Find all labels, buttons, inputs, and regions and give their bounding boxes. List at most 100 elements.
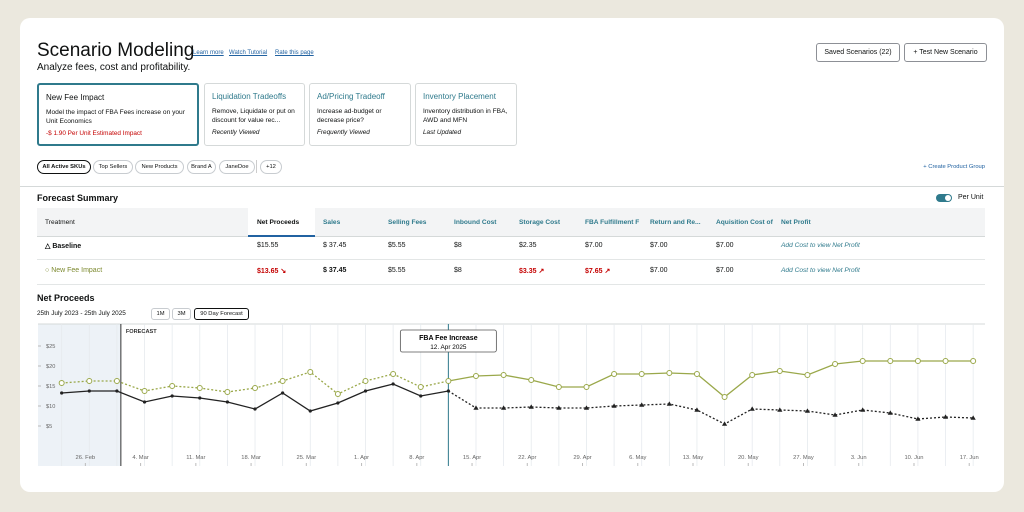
chip[interactable]: New Products xyxy=(135,160,184,174)
point-marker xyxy=(942,414,949,419)
scenario-card[interactable]: New Fee Impact Model the impact of FBA F… xyxy=(37,83,199,146)
range-button[interactable]: 90 Day Forecast xyxy=(194,308,249,320)
create-group-link[interactable]: + Create Product Group xyxy=(923,164,985,170)
forecast-label: FORECAST xyxy=(126,329,157,335)
x-tick-label: 1. Apr xyxy=(354,455,369,461)
card-description: Remove, Liquidate or put on discount for… xyxy=(212,108,295,124)
chip[interactable]: All Active SKUs xyxy=(37,160,91,174)
column-header[interactable]: Sales xyxy=(323,219,341,226)
point-marker xyxy=(446,389,450,393)
saved-scenarios-button[interactable]: Saved Scenarios (22) xyxy=(816,43,900,62)
chip[interactable]: Brand A xyxy=(187,160,216,174)
cell: $2.35 xyxy=(519,242,537,249)
card-title: Ad/Pricing Tradeoff xyxy=(317,92,385,101)
point-marker xyxy=(307,369,314,375)
point-marker xyxy=(113,378,120,384)
point-marker xyxy=(445,378,452,384)
card-description: Inventory distribution in FBA, AWD and M… xyxy=(423,108,508,124)
y-tick-label: $15 xyxy=(46,384,55,390)
x-tick-label: 27. May xyxy=(793,455,814,461)
cell: $5.55 xyxy=(388,267,406,274)
card-footer: Frequently Viewed xyxy=(317,129,370,136)
cell: $15.55 xyxy=(257,242,279,249)
cell: $7.00 xyxy=(650,267,668,274)
cell-text: $13.65 xyxy=(257,268,279,275)
link[interactable]: Learn more xyxy=(193,50,224,56)
toggle-label: Per Unit xyxy=(958,194,984,201)
point-marker xyxy=(777,407,783,412)
point-marker xyxy=(832,412,838,417)
scenario-card[interactable]: Liquidation Tradeoffs Remove, Liquidate … xyxy=(204,83,305,146)
point-marker xyxy=(225,400,229,404)
point-marker xyxy=(281,391,285,395)
table-header xyxy=(37,208,985,237)
point-marker xyxy=(141,388,148,394)
event-label: FBA Fee Increase xyxy=(419,335,478,342)
point-marker xyxy=(196,385,203,391)
column-header[interactable]: Net Proceeds xyxy=(257,219,300,226)
point-marker xyxy=(804,408,811,413)
x-tick-label: 22. Apr xyxy=(518,455,536,461)
column-header[interactable]: Storage Cost xyxy=(519,219,561,226)
cell-text: $7.65 xyxy=(585,268,603,275)
chip[interactable]: JaneDoe xyxy=(219,160,255,174)
new-scenario-button[interactable]: + Test New Scenario xyxy=(904,43,987,62)
x-tick-label: 17. Jun xyxy=(960,455,979,461)
point-marker xyxy=(391,382,395,386)
x-tick-label: 4. Mar xyxy=(132,455,148,461)
event-box xyxy=(399,329,497,353)
x-tick-label: 20. May xyxy=(738,455,759,461)
point-marker xyxy=(860,407,866,412)
cell: $7.00 xyxy=(585,242,603,249)
point-marker xyxy=(473,405,479,410)
column-header[interactable]: Return and Re... xyxy=(650,219,701,226)
column-header: Treatment xyxy=(45,219,75,226)
link[interactable]: Rate this page xyxy=(275,50,314,56)
cell: $ 37.45 xyxy=(323,267,347,274)
toggle[interactable] xyxy=(936,194,952,202)
column-header[interactable]: Aquisition Cost of xyxy=(716,219,773,226)
chart-title: Net Proceeds xyxy=(37,293,95,303)
scenario-card[interactable]: Ad/Pricing Tradeoff Increase ad-budget o… xyxy=(309,83,411,146)
page-title: Scenario Modeling xyxy=(37,40,195,61)
x-tick-label: 25. Mar xyxy=(296,455,316,461)
point-marker xyxy=(390,371,397,377)
cell-link[interactable]: Add Cost to view Net Profit xyxy=(781,242,860,249)
point-marker xyxy=(555,384,562,390)
range-button[interactable]: 3M xyxy=(172,308,191,320)
point-marker xyxy=(115,389,119,393)
cell: Baseline xyxy=(52,243,82,250)
x-tick-label: 18. Mar xyxy=(241,455,261,461)
section-title: Forecast Summary xyxy=(37,193,119,203)
point-marker xyxy=(749,406,755,411)
column-header[interactable]: Net Profit xyxy=(781,219,811,226)
point-marker xyxy=(804,372,811,378)
scenario-card[interactable]: Inventory Placement Inventory distributi… xyxy=(415,83,517,146)
point-marker xyxy=(528,404,534,409)
point-marker xyxy=(859,358,866,364)
x-tick-label: 11. Mar xyxy=(186,455,205,461)
row-label: △ Baseline xyxy=(45,243,82,250)
point-marker xyxy=(362,378,369,384)
link[interactable]: Watch Tutorial xyxy=(229,50,268,56)
point-marker xyxy=(252,385,259,391)
divider xyxy=(20,186,1004,187)
cell-link[interactable]: Add Cost to view Net Profit xyxy=(781,267,860,274)
y-tick-label: $20 xyxy=(46,364,55,370)
cell: $7.00 xyxy=(650,242,668,249)
range-button[interactable]: 1M xyxy=(151,308,170,320)
chip[interactable]: +12 xyxy=(260,160,282,174)
column-header[interactable]: Inbound Cost xyxy=(454,219,497,226)
x-tick-label: 26. Feb xyxy=(76,455,96,461)
y-tick-label: $25 xyxy=(46,344,55,350)
y-tick-label: $5 xyxy=(46,424,52,430)
x-tick-label: 10. Jun xyxy=(904,455,923,461)
column-header[interactable]: Selling Fees xyxy=(388,219,427,226)
date-range: 25th July 2023 - 25th July 2025 xyxy=(37,310,126,317)
point-marker xyxy=(970,415,976,420)
point-marker xyxy=(500,372,507,378)
selected-column xyxy=(248,208,315,237)
x-tick-label: 29. Apr xyxy=(573,455,591,461)
column-header[interactable]: FBA Fulfillment F xyxy=(585,219,640,226)
chip[interactable]: Top Sellers xyxy=(93,160,133,174)
